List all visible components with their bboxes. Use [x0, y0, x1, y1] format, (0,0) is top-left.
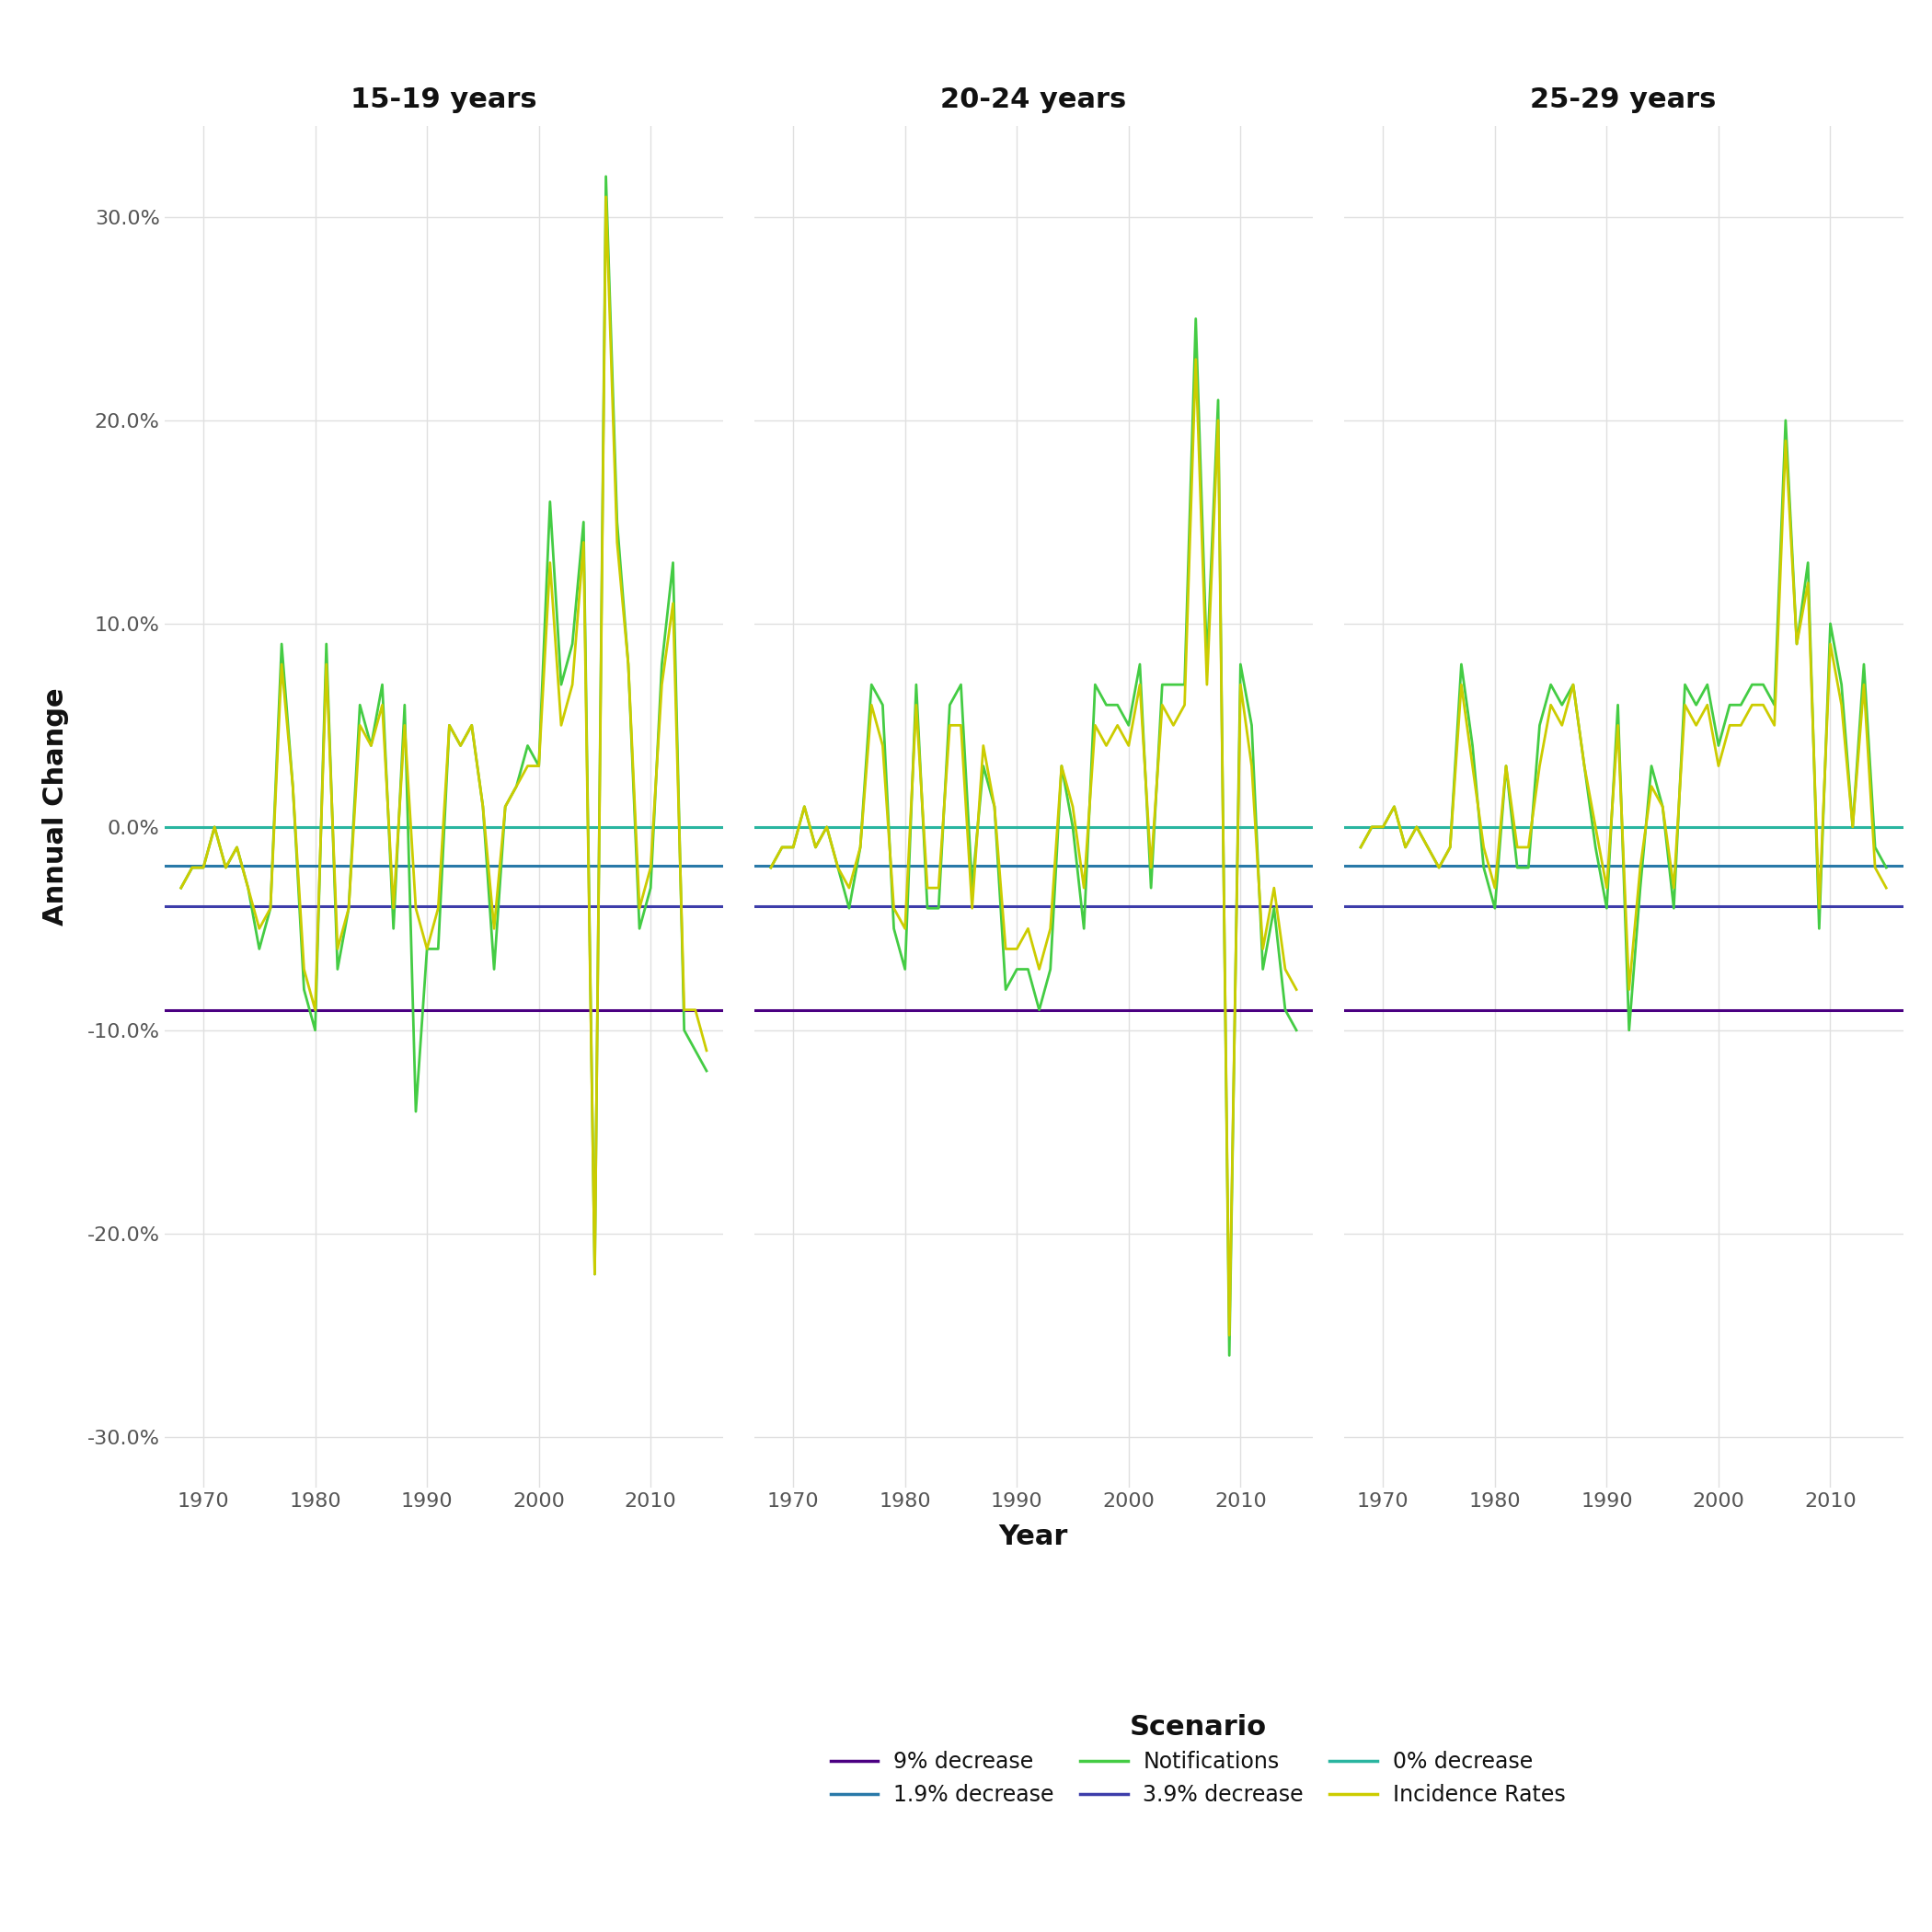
- Title: 25-29 years: 25-29 years: [1530, 87, 1716, 114]
- Legend: 9% decrease, 1.9% decrease, Notifications, 3.9% decrease, 0% decrease, Incidence: 9% decrease, 1.9% decrease, Notification…: [821, 1704, 1575, 1814]
- X-axis label: Year: Year: [999, 1522, 1068, 1549]
- Title: 15-19 years: 15-19 years: [350, 87, 537, 114]
- Title: 20-24 years: 20-24 years: [941, 87, 1126, 114]
- Y-axis label: Annual Change: Annual Change: [43, 688, 70, 925]
